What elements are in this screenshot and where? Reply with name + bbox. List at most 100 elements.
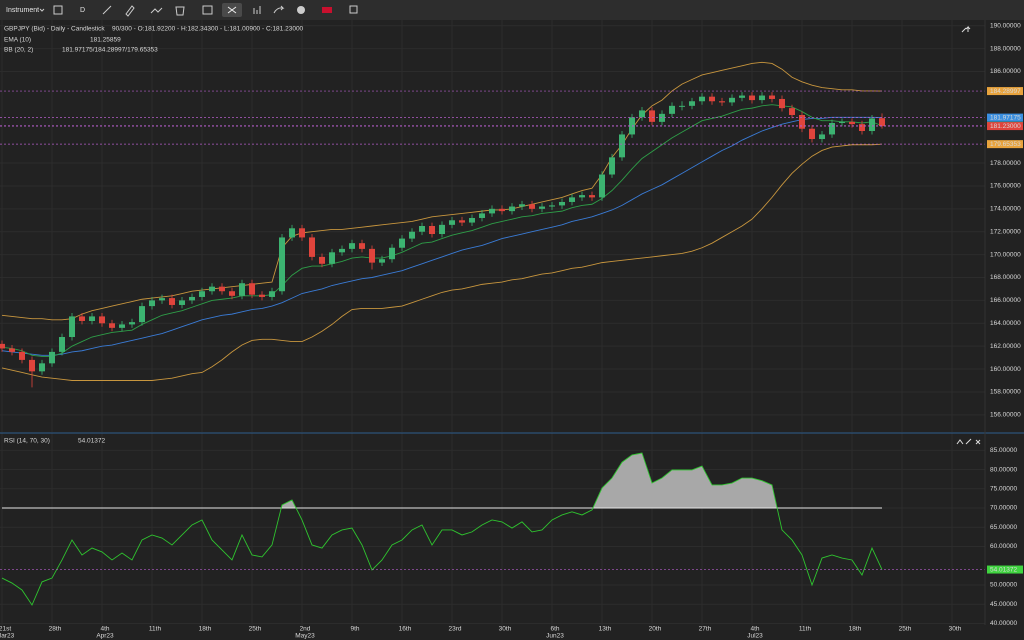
candle-body <box>199 291 205 297</box>
candle-body <box>499 208 505 212</box>
candle-body <box>689 101 695 106</box>
candle-body <box>469 217 475 223</box>
y-tick-label: 50.00000 <box>990 582 1017 589</box>
y-tick-label: 75.00000 <box>990 486 1017 493</box>
candle-body <box>739 95 745 98</box>
fullscreen-icon <box>227 6 237 14</box>
candle-body <box>639 110 645 118</box>
x-tick-label: 28th <box>49 626 62 633</box>
y-tick-label: 160.00000 <box>990 366 1021 373</box>
layout-button[interactable] <box>202 5 213 15</box>
candle-body <box>409 231 415 239</box>
candle-body <box>319 256 325 264</box>
draw-line-button[interactable] <box>102 5 112 15</box>
y-tick-label: 40.00000 <box>990 620 1017 627</box>
candle-body <box>829 123 835 135</box>
y-tick-label: 45.00000 <box>990 601 1017 608</box>
share-button[interactable] <box>273 5 285 14</box>
candle-body <box>0 343 5 349</box>
candle-body <box>119 324 125 328</box>
candle-body <box>29 359 35 372</box>
candle-body <box>209 286 215 292</box>
timeframe-button[interactable]: D <box>80 7 85 14</box>
candle-body <box>169 298 175 305</box>
rsi-value: 54.01372 <box>78 438 105 445</box>
candle-body <box>439 224 445 235</box>
x-tick-label: 11th <box>799 626 812 633</box>
rsi-panel-controls[interactable] <box>956 438 981 445</box>
candle-body <box>329 252 335 264</box>
x-tick-label: 9th <box>350 626 359 633</box>
theme-button[interactable] <box>297 6 305 14</box>
window-button[interactable] <box>349 5 358 14</box>
candle-body <box>459 220 465 223</box>
x-tick-label: 27th <box>699 626 712 633</box>
candle-body <box>99 316 105 324</box>
candle-body <box>289 228 295 238</box>
x-tick-label: 11th <box>149 626 162 633</box>
candle-body <box>609 157 615 175</box>
indicator-line <box>1 61 883 321</box>
x-tick-label: 18th <box>199 626 212 633</box>
candle-body <box>869 118 875 132</box>
candle-body <box>559 201 565 206</box>
toolbar: Instrument D <box>0 0 1024 20</box>
indicator-button[interactable] <box>150 7 163 14</box>
candle-body <box>239 283 245 296</box>
candle-body <box>789 108 795 115</box>
delete-button[interactable] <box>175 6 185 16</box>
bars-button[interactable] <box>253 6 261 14</box>
panel-controls[interactable] <box>961 25 971 33</box>
x-tick-label: 23rd <box>448 626 461 633</box>
candle-body <box>489 208 495 214</box>
y-tick-label: 170.00000 <box>990 251 1021 258</box>
candle-body <box>219 286 225 292</box>
chart-type-button[interactable] <box>53 5 63 15</box>
candle-body <box>859 124 865 132</box>
candle-body <box>619 134 625 158</box>
y-tick-label: 162.00000 <box>990 343 1021 350</box>
candle-body <box>369 248 375 263</box>
y-tick-label: 65.00000 <box>990 524 1017 531</box>
instrument-button[interactable]: Instrument <box>6 7 39 14</box>
candle-body <box>159 298 165 301</box>
candle-body <box>449 220 455 225</box>
candle-body <box>89 316 95 321</box>
price-tag <box>987 113 1023 122</box>
x-tick-label: 30th <box>499 626 512 633</box>
x-month-label: Jun23 <box>546 633 564 640</box>
language-button[interactable] <box>322 7 332 13</box>
candle-body <box>79 316 85 321</box>
price-tag <box>987 122 1023 131</box>
candle-body <box>229 291 235 296</box>
plot-area: 21st 28th 4th 11th 18th 25th 2nd 9th 16th 23rd 30t… <box>0 20 1023 640</box>
candle-body <box>19 351 25 360</box>
candle-body <box>379 259 385 263</box>
y-tick-label: 85.00000 <box>990 447 1017 454</box>
y-tick-label: 168.00000 <box>990 274 1021 281</box>
y-tick-label: 158.00000 <box>990 389 1021 396</box>
candle-body <box>249 283 255 295</box>
x-tick-label: 20th <box>649 626 662 633</box>
candle-body <box>709 96 715 102</box>
y-tick-label: 176.00000 <box>990 183 1021 190</box>
candle-body <box>589 195 595 198</box>
candle-body <box>779 98 785 109</box>
price-tag-label: 181.97175 <box>990 114 1021 121</box>
candle-body <box>529 204 535 209</box>
ruler-button[interactable] <box>125 5 135 17</box>
candle-body <box>419 226 425 232</box>
y-tick-label: 80.00000 <box>990 466 1017 473</box>
candle-body <box>599 174 605 198</box>
candle-body <box>349 243 355 249</box>
x-tick-label: 4th <box>750 626 759 633</box>
x-tick-label: 2nd <box>300 626 311 633</box>
candle-body <box>69 316 75 338</box>
indicator-value: 181.97175/184.28997/179.65353 <box>62 47 158 54</box>
x-month-label: Mar23 <box>0 633 15 640</box>
candle-body <box>699 96 705 102</box>
candle-body <box>579 195 585 198</box>
y-tick-label: 164.00000 <box>990 320 1021 327</box>
